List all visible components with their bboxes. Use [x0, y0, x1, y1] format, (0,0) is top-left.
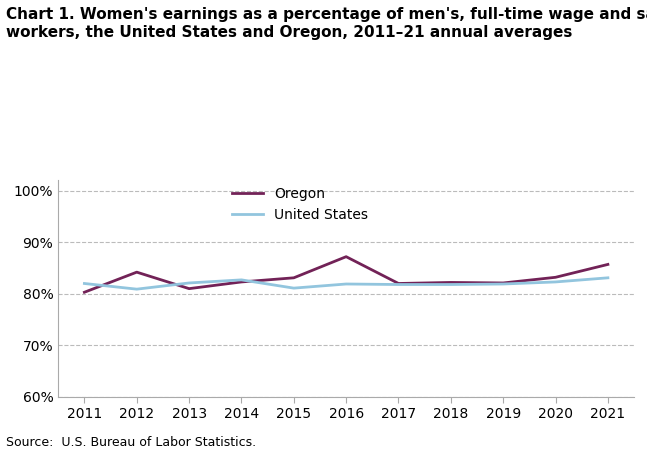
Legend: Oregon, United States: Oregon, United States [232, 187, 368, 222]
Text: Chart 1. Women's earnings as a percentage of men's, full-time wage and salary
wo: Chart 1. Women's earnings as a percentag… [6, 7, 647, 41]
Text: Source:  U.S. Bureau of Labor Statistics.: Source: U.S. Bureau of Labor Statistics. [6, 436, 257, 449]
